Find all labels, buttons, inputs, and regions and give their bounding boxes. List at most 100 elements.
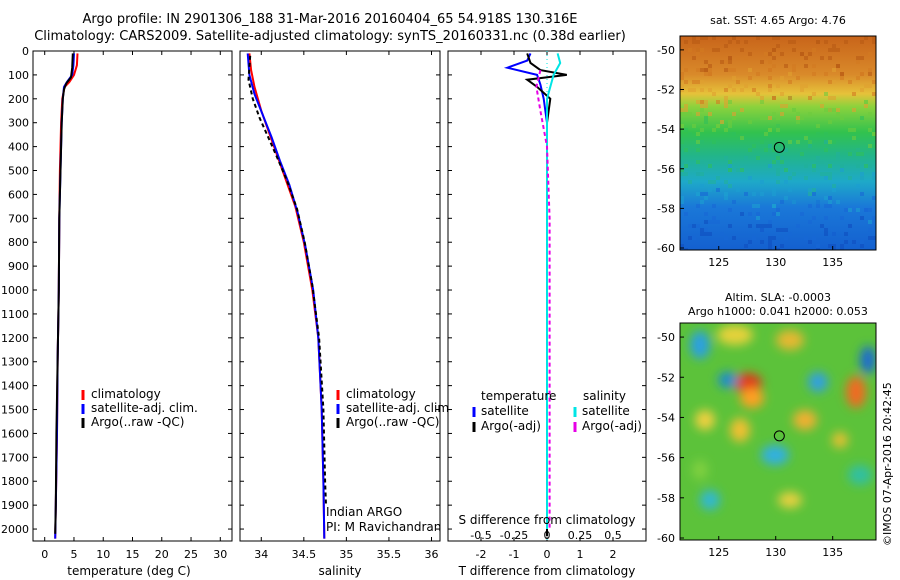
profile-line-satellite xyxy=(246,53,326,539)
figure-title-line-2: Climatology: CARS2009. Satellite-adjuste… xyxy=(34,29,626,44)
sst-pixel xyxy=(776,212,780,216)
sst-pixel xyxy=(828,56,832,60)
sst-pixel xyxy=(832,244,836,248)
depth-tick-label: 1800 xyxy=(1,475,29,488)
sst-pixel xyxy=(780,244,784,248)
sst-pixel xyxy=(800,212,804,216)
depth-tick-label: 1200 xyxy=(1,332,29,345)
sst-pixel xyxy=(844,40,848,44)
sst-pixel xyxy=(728,168,732,172)
sst-pixel xyxy=(700,200,704,204)
sst-pixel xyxy=(712,216,716,220)
depth-tick-label: 2000 xyxy=(1,523,29,536)
sst-pixel xyxy=(768,240,772,244)
sst-pixel xyxy=(764,52,768,56)
sst-pixel xyxy=(812,216,816,220)
temperature-x-axis: 0 5 10 15 20 25 30 xyxy=(41,51,227,561)
depth-tick-label: 1300 xyxy=(1,356,29,369)
x-tick-label: 30 xyxy=(213,548,227,561)
sst-pixel xyxy=(772,56,776,60)
sst-pixel xyxy=(800,152,804,156)
map-y-tick-label: -52 xyxy=(657,84,675,97)
sst-pixel xyxy=(852,92,856,96)
x-tick-label: 0 xyxy=(544,548,551,561)
sst-pixel xyxy=(724,68,728,72)
sst-pixel xyxy=(792,172,796,176)
sst-pixel xyxy=(848,224,852,228)
sst-pixel xyxy=(824,176,828,180)
sst-pixel xyxy=(684,212,688,216)
sst-pixel xyxy=(748,224,752,228)
salinity-x-label: salinity xyxy=(318,564,361,578)
sst-pixel xyxy=(724,60,728,64)
sst-pixel xyxy=(796,120,800,124)
depth-tick-label: 1500 xyxy=(1,404,29,417)
sst-pixel xyxy=(780,156,784,160)
x-tick-label: 35 xyxy=(339,548,353,561)
depth-tick-label: 200 xyxy=(8,93,29,106)
depth-tick-label: 1900 xyxy=(1,499,29,512)
sst-pixel xyxy=(860,152,864,156)
sst-pixel xyxy=(768,164,772,168)
sst-pixel xyxy=(760,192,764,196)
sst-pixel xyxy=(872,144,876,148)
sst-pixel xyxy=(680,124,684,128)
sst-pixel xyxy=(708,188,712,192)
sst-pixel xyxy=(836,156,840,160)
x-tick-label: 34 xyxy=(254,548,268,561)
sst-pixel xyxy=(816,200,820,204)
sst-pixel xyxy=(684,172,688,176)
sst-pixel xyxy=(680,108,684,112)
sst-pixel xyxy=(832,48,836,52)
map-y-tick-label: -54 xyxy=(657,123,675,136)
sst-pixel xyxy=(680,200,684,204)
sst-pixel xyxy=(752,192,756,196)
sst-pixel xyxy=(728,132,732,136)
sst-pixel xyxy=(716,48,720,52)
sst-pixel xyxy=(692,40,696,44)
sst-pixel xyxy=(724,156,728,160)
sst-pixel xyxy=(868,68,872,72)
sst-pixel xyxy=(808,52,812,56)
depth-tick-label: 0 xyxy=(22,45,29,58)
x2-tick-label: -0.25 xyxy=(500,529,528,542)
sst-pixel xyxy=(828,204,832,208)
sst-pixel xyxy=(680,84,684,88)
sst-pixel xyxy=(696,148,700,152)
figure-title-line-1: Argo profile: IN 2901306_188 31-Mar-2016… xyxy=(82,12,578,27)
sst-pixel xyxy=(700,184,704,188)
sst-map-axes: 125 130 135 -50 -52 -54 -56 -58 -60 xyxy=(657,44,843,269)
x-tick-label: 1 xyxy=(577,548,584,561)
sst-pixel xyxy=(684,248,688,250)
sst-pixel xyxy=(712,204,716,208)
sst-pixel xyxy=(840,72,844,76)
sst-pixel xyxy=(804,164,808,168)
sst-pixel xyxy=(716,176,720,180)
sst-pixel xyxy=(808,96,812,100)
sst-pixel xyxy=(700,228,704,232)
sst-pixel xyxy=(780,160,784,164)
sst-pixel xyxy=(776,84,780,88)
sst-pixel xyxy=(860,116,864,120)
legend-label: Argo(..raw -QC) xyxy=(346,415,439,429)
sst-pixel xyxy=(872,92,876,96)
sst-pixel xyxy=(768,116,772,120)
map-y-tick-label: -60 xyxy=(657,242,675,255)
sst-pixel xyxy=(748,240,752,244)
sst-pixel xyxy=(708,160,712,164)
argo-position-marker-sst xyxy=(773,141,785,153)
sla-map-title: Altim. SLA: -0.0003 xyxy=(725,291,831,304)
x-tick-label: 36 xyxy=(424,548,438,561)
x-tick-label: 0 xyxy=(41,548,48,561)
sst-pixel xyxy=(772,48,776,52)
sst-pixel xyxy=(824,92,828,96)
sst-pixel xyxy=(856,76,860,80)
imos-credit: ©IMOS 07-Apr-2016 20:42:45 xyxy=(881,382,894,546)
sst-pixel xyxy=(732,116,736,120)
x2-tick-label: -0.5 xyxy=(470,529,491,542)
sst-pixel xyxy=(748,148,752,152)
sst-pixel xyxy=(728,56,732,60)
sst-pixel xyxy=(688,88,692,92)
sst-pixel xyxy=(692,224,696,228)
map-y-tick-label: -52 xyxy=(657,371,675,384)
